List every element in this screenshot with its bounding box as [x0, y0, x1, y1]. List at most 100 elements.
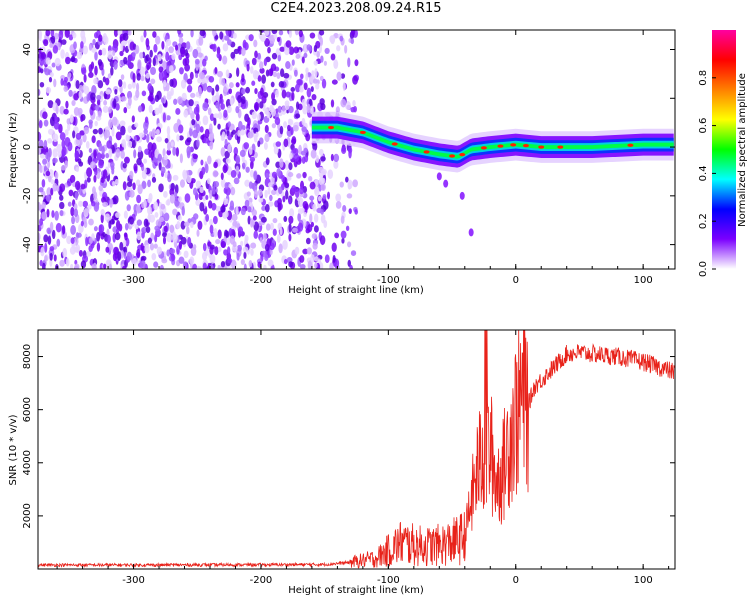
- noise-speckle: [133, 136, 137, 142]
- noise-speckle: [209, 218, 213, 226]
- noise-speckle: [65, 100, 69, 109]
- noise-speckle: [70, 237, 75, 244]
- noise-speckle: [297, 79, 303, 86]
- noise-speckle: [111, 126, 115, 137]
- noise-speckle: [301, 207, 305, 214]
- noise-speckle: [73, 208, 79, 218]
- noise-speckle: [302, 171, 307, 179]
- noise-speckle: [74, 191, 79, 201]
- noise-speckle: [294, 30, 299, 36]
- noise-speckle: [103, 100, 108, 106]
- noise-speckle: [215, 238, 221, 245]
- noise-speckle: [145, 226, 151, 234]
- noise-speckle: [121, 40, 127, 46]
- noise-speckle: [195, 123, 201, 134]
- signal-hotspot: [359, 130, 366, 135]
- noise-speckle: [64, 76, 68, 83]
- noise-speckle: [294, 188, 300, 198]
- noise-speckle: [182, 261, 188, 269]
- noise-speckle: [295, 101, 300, 110]
- noise-speckle: [281, 175, 286, 183]
- noise-speckle: [227, 121, 231, 128]
- spectrogram-y-ticks: -40 -20 0 20 40: [22, 43, 675, 253]
- noise-speckle: [109, 198, 113, 208]
- noise-speckle: [92, 128, 99, 135]
- noise-speckle: [39, 165, 43, 174]
- noise-speckle: [271, 52, 278, 60]
- noise-speckle: [278, 30, 284, 36]
- noise-speckle: [127, 56, 131, 67]
- noise-speckle: [47, 128, 54, 135]
- noise-speckle: [67, 201, 72, 207]
- noise-speckle: [193, 244, 197, 250]
- noise-speckle: [63, 108, 69, 115]
- noise-speckle: [49, 42, 53, 48]
- noise-speckle: [45, 30, 51, 37]
- noise-speckle: [177, 96, 183, 105]
- noise-speckle: [90, 200, 96, 207]
- noise-speckle: [102, 32, 108, 43]
- noise-speckle: [143, 199, 147, 209]
- noise-speckle: [76, 232, 82, 238]
- noise-speckle: [180, 47, 186, 58]
- noise-speckle: [50, 30, 55, 37]
- noise-speckle: [52, 157, 58, 164]
- noise-speckle: [183, 221, 190, 227]
- y-tick-label: 40: [22, 43, 33, 56]
- noise-speckle: [185, 41, 191, 50]
- noise-speckle: [101, 145, 105, 156]
- noise-speckle: [223, 249, 229, 256]
- noise-speckle: [39, 68, 44, 74]
- noise-speckle: [178, 240, 182, 250]
- noise-speckle: [264, 124, 269, 134]
- noise-speckle: [248, 181, 253, 189]
- noise-speckle: [143, 158, 148, 164]
- noise-speckle: [194, 58, 200, 65]
- noise-speckle: [67, 122, 71, 132]
- noise-speckle: [96, 152, 102, 161]
- noise-speckle: [283, 215, 288, 223]
- noise-speckle: [303, 82, 308, 91]
- noise-speckle: [202, 242, 207, 252]
- noise-speckle: [166, 93, 172, 100]
- noise-speckle: [148, 104, 153, 114]
- noise-speckle: [289, 208, 295, 218]
- noise-speckle: [80, 30, 86, 40]
- noise-speckle: [78, 250, 83, 257]
- noise-speckle: [313, 213, 319, 223]
- noise-speckle: [158, 103, 163, 114]
- noise-speckle: [199, 126, 204, 133]
- noise-speckle: [66, 235, 72, 245]
- noise-speckle: [162, 236, 167, 245]
- noise-speckle: [127, 83, 133, 90]
- noise-speckle: [188, 99, 194, 107]
- noise-speckle: [257, 52, 261, 60]
- noise-speckle: [301, 98, 306, 107]
- noise-speckle: [283, 121, 288, 129]
- noise-speckle: [211, 186, 216, 195]
- noise-speckle: [181, 206, 185, 216]
- noise-speckle: [141, 90, 147, 97]
- noise-speckle: [288, 162, 293, 171]
- x-tick-label: 100: [634, 575, 653, 586]
- noise-speckle: [229, 205, 235, 211]
- noise-speckle: [178, 37, 184, 44]
- noise-speckle: [91, 135, 96, 144]
- noise-speckle: [350, 30, 356, 37]
- noise-speckle: [294, 246, 300, 255]
- noise-speckle: [94, 120, 98, 127]
- noise-speckle: [158, 183, 164, 193]
- noise-speckle: [160, 166, 166, 174]
- noise-speckle: [321, 177, 326, 184]
- noise-speckle: [350, 38, 355, 45]
- noise-speckle: [296, 173, 302, 179]
- noise-speckle: [51, 229, 56, 240]
- noise-speckle: [209, 246, 214, 255]
- noise-speckle: [112, 181, 116, 187]
- noise-speckle: [162, 79, 167, 88]
- noise-speckle: [281, 89, 287, 99]
- noise-speckle: [61, 146, 67, 157]
- noise-speckle: [288, 105, 294, 114]
- x-tick-label: -200: [250, 275, 273, 286]
- figure-title: C2E4.2023.208.09.24.R15: [270, 1, 442, 16]
